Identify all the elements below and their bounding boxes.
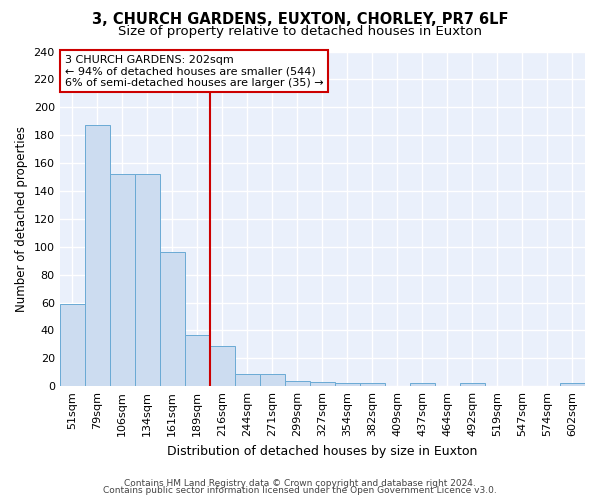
Bar: [210, 346, 235, 386]
Bar: [185, 334, 210, 386]
Bar: [110, 174, 135, 386]
Text: 3 CHURCH GARDENS: 202sqm
← 94% of detached houses are smaller (544)
6% of semi-d: 3 CHURCH GARDENS: 202sqm ← 94% of detach…: [65, 55, 323, 88]
Bar: [59, 304, 85, 386]
Bar: [85, 126, 110, 386]
Bar: [135, 174, 160, 386]
Text: Size of property relative to detached houses in Euxton: Size of property relative to detached ho…: [118, 25, 482, 38]
Bar: [160, 252, 185, 386]
Text: Contains public sector information licensed under the Open Government Licence v3: Contains public sector information licen…: [103, 486, 497, 495]
Text: Contains HM Land Registry data © Crown copyright and database right 2024.: Contains HM Land Registry data © Crown c…: [124, 478, 476, 488]
X-axis label: Distribution of detached houses by size in Euxton: Distribution of detached houses by size …: [167, 444, 478, 458]
Bar: [310, 382, 335, 386]
Bar: [360, 384, 385, 386]
Bar: [410, 384, 435, 386]
Bar: [235, 374, 260, 386]
Bar: [285, 380, 310, 386]
Bar: [560, 384, 585, 386]
Bar: [260, 374, 285, 386]
Bar: [335, 384, 360, 386]
Bar: [460, 384, 485, 386]
Text: 3, CHURCH GARDENS, EUXTON, CHORLEY, PR7 6LF: 3, CHURCH GARDENS, EUXTON, CHORLEY, PR7 …: [92, 12, 508, 28]
Y-axis label: Number of detached properties: Number of detached properties: [15, 126, 28, 312]
